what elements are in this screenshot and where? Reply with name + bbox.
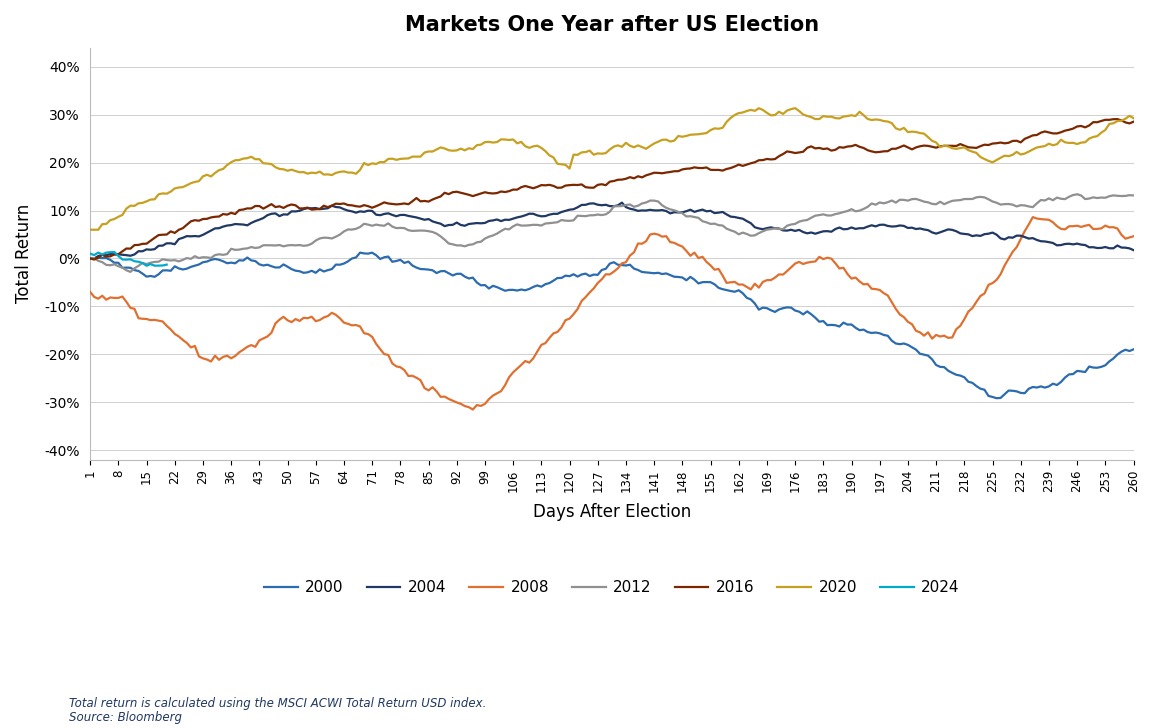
Line: 2012: 2012 <box>90 194 1133 272</box>
2020 <box>1126 114 1140 122</box>
2024 <box>91 248 105 257</box>
2000 <box>990 394 1004 403</box>
2024 <box>148 261 162 270</box>
2008 <box>929 331 942 339</box>
Line: 2020: 2020 <box>90 108 1133 230</box>
Line: 2024: 2024 <box>90 252 166 266</box>
2024 <box>159 260 173 269</box>
2024 <box>111 252 125 261</box>
2004 <box>522 210 536 218</box>
2004 <box>83 254 97 263</box>
2004 <box>88 254 102 263</box>
2024 <box>143 260 157 269</box>
2020 <box>213 166 226 175</box>
2024 <box>151 261 165 270</box>
Text: Total return is calculated using the MSCI ACWI Total Return USD index.: Total return is calculated using the MSC… <box>69 697 486 710</box>
2020 <box>1087 132 1101 141</box>
2000 <box>1087 363 1101 372</box>
2000 <box>83 254 97 263</box>
2020 <box>527 142 541 151</box>
2000 <box>353 248 367 257</box>
2020 <box>237 154 251 163</box>
2024 <box>96 250 110 259</box>
2008 <box>1087 225 1101 234</box>
2024 <box>116 255 129 264</box>
2016 <box>1082 121 1096 130</box>
2016 <box>522 183 536 191</box>
2012 <box>1126 191 1140 199</box>
2024 <box>99 248 113 257</box>
2000 <box>208 255 222 264</box>
2020 <box>83 225 97 234</box>
2008 <box>465 405 479 414</box>
2008 <box>1126 232 1140 241</box>
2016 <box>88 256 102 264</box>
2024 <box>119 256 133 264</box>
2012 <box>237 245 251 253</box>
2024 <box>124 255 137 264</box>
Line: 2016: 2016 <box>90 119 1133 260</box>
X-axis label: Days After Election: Days After Election <box>532 503 691 521</box>
2020 <box>788 104 802 113</box>
2024 <box>140 261 154 270</box>
2020 <box>522 143 536 152</box>
2024 <box>83 249 97 258</box>
2016 <box>929 143 942 152</box>
2000 <box>929 360 942 369</box>
2008 <box>208 352 222 360</box>
2016 <box>1110 115 1124 124</box>
2024 <box>135 258 149 267</box>
2016 <box>237 205 251 214</box>
2000 <box>522 285 536 293</box>
2000 <box>232 256 246 265</box>
2004 <box>1126 246 1140 255</box>
2000 <box>1126 345 1140 354</box>
2016 <box>527 184 541 193</box>
2004 <box>933 228 947 237</box>
2008 <box>522 358 536 367</box>
Line: 2000: 2000 <box>90 253 1133 398</box>
Title: Markets One Year after US Election: Markets One Year after US Election <box>404 15 819 35</box>
2024 <box>103 248 117 256</box>
Line: 2004: 2004 <box>90 202 1133 258</box>
2012 <box>124 267 137 276</box>
Text: Source: Bloomberg: Source: Bloomberg <box>69 711 182 724</box>
2004 <box>527 210 541 218</box>
2004 <box>1087 243 1101 252</box>
Line: 2008: 2008 <box>90 217 1133 410</box>
2020 <box>91 226 105 234</box>
2012 <box>83 254 97 263</box>
2020 <box>933 143 947 151</box>
2008 <box>83 288 97 296</box>
2012 <box>527 221 541 229</box>
2016 <box>83 254 97 263</box>
2016 <box>1126 117 1140 126</box>
2008 <box>1026 213 1040 221</box>
2024 <box>156 261 170 270</box>
2004 <box>237 220 251 229</box>
2008 <box>232 348 246 357</box>
2012 <box>522 221 536 229</box>
2024 <box>88 250 102 259</box>
2012 <box>213 250 226 258</box>
2004 <box>614 198 628 207</box>
Legend: 2000, 2004, 2008, 2012, 2016, 2020, 2024: 2000, 2004, 2008, 2012, 2016, 2020, 2024 <box>258 574 966 601</box>
2024 <box>132 258 146 266</box>
2024 <box>107 248 121 256</box>
2008 <box>527 354 541 363</box>
Y-axis label: Total Return: Total Return <box>15 204 33 304</box>
2012 <box>929 200 942 209</box>
2012 <box>1071 190 1085 199</box>
2024 <box>127 257 141 266</box>
2000 <box>527 282 541 291</box>
2012 <box>1087 193 1101 202</box>
2004 <box>213 223 226 232</box>
2016 <box>213 212 226 221</box>
